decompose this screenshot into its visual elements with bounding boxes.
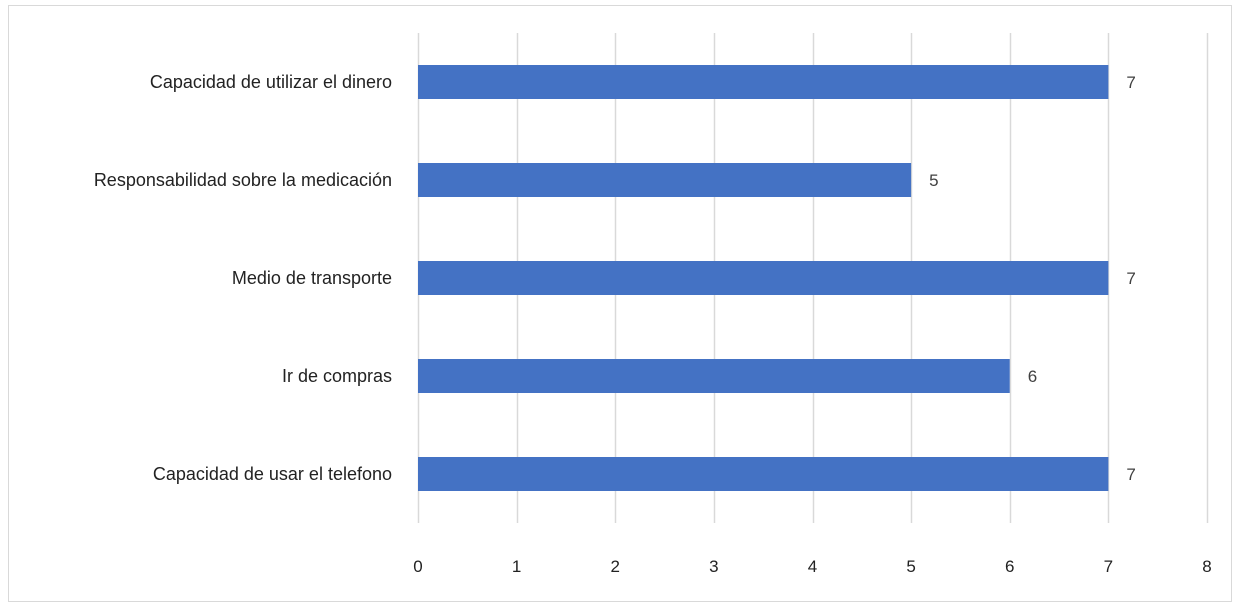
x-tick-label: 8 (1202, 557, 1211, 576)
category-label: Responsabilidad sobre la medicación (94, 170, 392, 190)
category-label: Capacidad de utilizar el dinero (150, 72, 392, 92)
bar (418, 65, 1109, 99)
x-tick-label: 7 (1104, 557, 1113, 576)
gridlines (417, 33, 1209, 523)
data-label: 7 (1126, 269, 1135, 288)
bar (418, 457, 1109, 491)
data-label: 7 (1126, 73, 1135, 92)
bar (418, 359, 1010, 393)
x-tick-label: 3 (709, 557, 718, 576)
bar (418, 163, 912, 197)
bar (418, 261, 1109, 295)
category-label: Capacidad de usar el telefono (153, 464, 392, 484)
x-axis-tick-labels: 0 1 2 3 4 5 6 7 8 (413, 557, 1211, 576)
x-tick-label: 5 (906, 557, 915, 576)
data-label: 7 (1126, 465, 1135, 484)
data-label: 5 (929, 171, 938, 190)
x-tick-label: 0 (413, 557, 422, 576)
x-tick-label: 1 (512, 557, 521, 576)
category-label: Medio de transporte (232, 268, 392, 288)
category-label: Ir de compras (282, 366, 392, 386)
bars (418, 65, 1109, 491)
data-labels: 7 5 7 6 7 (929, 73, 1136, 484)
category-labels: Capacidad de utilizar el dinero Responsab… (94, 72, 392, 484)
x-tick-label: 4 (808, 557, 817, 576)
chart-border (8, 5, 1232, 602)
x-tick-label: 2 (611, 557, 620, 576)
data-label: 6 (1028, 367, 1037, 386)
x-tick-label: 6 (1005, 557, 1014, 576)
